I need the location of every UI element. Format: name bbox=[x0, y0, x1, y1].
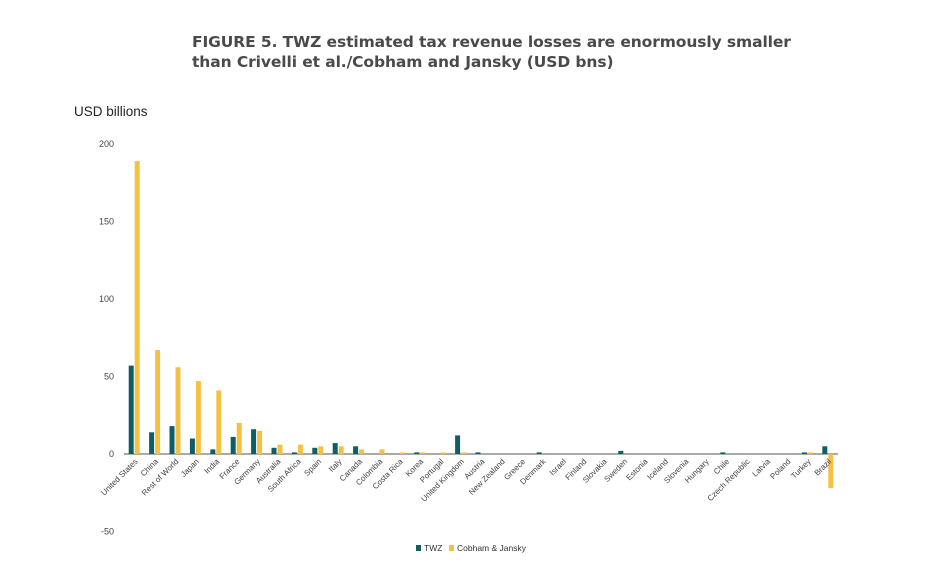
legend-swatch-cobham-jansky bbox=[449, 545, 454, 551]
bar-twz bbox=[801, 452, 807, 454]
chart-title-line-1: FIGURE 5. TWZ estimated tax revenue loss… bbox=[192, 33, 791, 51]
legend-label-cobham-jansky: Cobham & Jansky bbox=[457, 543, 527, 553]
bar-cobham-jansky bbox=[359, 449, 365, 454]
y-tick-label: 200 bbox=[99, 139, 114, 149]
bar-twz bbox=[271, 447, 277, 454]
bar-twz bbox=[475, 452, 481, 454]
bar-twz bbox=[291, 452, 297, 454]
bar-cobham-jansky bbox=[461, 452, 467, 454]
bar-cobham-jansky bbox=[399, 452, 405, 454]
bar-cobham-jansky bbox=[175, 367, 181, 454]
bar-cobham-jansky bbox=[338, 446, 344, 455]
x-category-label: Japan bbox=[179, 457, 201, 479]
x-category-label: Turkey bbox=[789, 457, 812, 480]
bar-cobham-jansky bbox=[236, 423, 242, 454]
bar-twz bbox=[169, 426, 175, 454]
legend-swatch-twz bbox=[416, 545, 421, 551]
bar-twz bbox=[210, 449, 216, 454]
bar-twz bbox=[251, 429, 257, 454]
bar-twz bbox=[618, 450, 624, 454]
bar-cobham-jansky bbox=[807, 452, 813, 454]
y-tick-label: 0 bbox=[109, 449, 114, 459]
bar-twz bbox=[720, 452, 726, 454]
bar-twz bbox=[128, 365, 134, 454]
bar-twz bbox=[455, 435, 461, 454]
y-axis-unit-label: USD billions bbox=[74, 104, 148, 119]
bar-cobham-jansky bbox=[216, 390, 222, 454]
bar-twz bbox=[332, 443, 338, 454]
chart-title-line-2: than Crivelli et al./Cobham and Jansky (… bbox=[192, 53, 614, 71]
legend-label-twz: TWZ bbox=[424, 543, 442, 553]
bar-cobham-jansky bbox=[195, 381, 201, 454]
bar-cobham-jansky bbox=[134, 161, 140, 454]
bar-cobham-jansky bbox=[297, 444, 303, 454]
bar-cobham-jansky bbox=[440, 452, 446, 454]
bar-cobham-jansky bbox=[277, 444, 283, 454]
y-tick-label: 100 bbox=[99, 294, 114, 304]
y-tick-label: -50 bbox=[101, 527, 114, 537]
bar-cobham-jansky bbox=[420, 452, 426, 454]
bar-cobham-jansky bbox=[318, 446, 324, 455]
bar-twz bbox=[230, 436, 236, 454]
x-category-label: Italy bbox=[327, 457, 344, 474]
bar-twz bbox=[822, 446, 828, 455]
y-tick-label: 150 bbox=[99, 217, 114, 227]
x-category-label: Estonia bbox=[624, 457, 650, 483]
x-category-label: Poland bbox=[768, 457, 792, 481]
bar-twz bbox=[189, 438, 195, 454]
bar-twz bbox=[149, 432, 155, 454]
bar-cobham-jansky bbox=[155, 350, 161, 454]
bar-twz bbox=[536, 452, 542, 454]
bar-twz bbox=[312, 447, 318, 454]
chart-title: FIGURE 5. TWZ estimated tax revenue loss… bbox=[192, 32, 832, 72]
bar-cobham-jansky bbox=[828, 454, 834, 489]
x-category-label: Spain bbox=[302, 457, 323, 478]
x-category-label: United States bbox=[99, 457, 139, 497]
y-tick-label: 50 bbox=[104, 372, 114, 382]
bar-cobham-jansky bbox=[379, 449, 385, 454]
bar-cobham-jansky bbox=[257, 430, 263, 455]
bar-twz bbox=[353, 446, 359, 455]
bar-twz bbox=[414, 452, 420, 454]
